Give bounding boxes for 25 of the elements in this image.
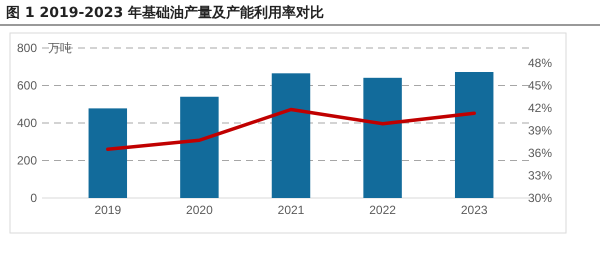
y-tick-label: 600 <box>16 78 38 93</box>
x-tick-label: 2020 <box>186 203 214 217</box>
x-tick-label: 2019 <box>94 203 122 217</box>
bar <box>88 108 128 198</box>
x-tick-label: 2021 <box>278 203 305 217</box>
y2-tick-label: 42% <box>528 101 552 116</box>
y2-tick-label: 30% <box>528 191 552 206</box>
y2-tick-label: 33% <box>528 168 552 183</box>
y-axis-title: 万吨 <box>48 41 72 56</box>
bar <box>454 72 494 198</box>
bar <box>180 96 219 198</box>
y-tick-label: 200 <box>16 154 38 168</box>
y2-tick-label: 48% <box>528 56 552 70</box>
chart-title: 图 1 2019-2023 年基础油产量及产能利用率对比 <box>6 4 324 21</box>
x-tick-label: 2022 <box>369 203 396 217</box>
y2-tick-label: 45% <box>528 78 552 93</box>
bar <box>363 78 402 198</box>
y-tick-label: 800 <box>16 41 38 56</box>
y-tick-label: 0 <box>30 191 38 206</box>
y-tick-label: 400 <box>16 116 38 130</box>
y2-tick-label: 39% <box>528 124 552 138</box>
y2-tick-label: 36% <box>528 146 552 160</box>
line-series <box>106 108 476 151</box>
bar <box>272 73 310 198</box>
x-tick-label: 2023 <box>460 203 488 217</box>
